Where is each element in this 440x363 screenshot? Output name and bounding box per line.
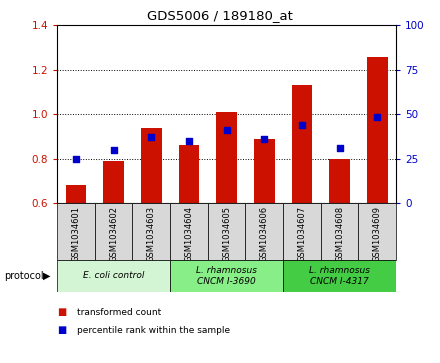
Text: ■: ■ bbox=[57, 325, 66, 335]
Bar bbox=[66, 185, 86, 203]
Text: GSM1034608: GSM1034608 bbox=[335, 206, 344, 262]
Text: ▶: ▶ bbox=[43, 271, 51, 281]
Bar bbox=[103, 161, 124, 203]
Bar bbox=[358, 203, 396, 260]
Text: E. coli control: E. coli control bbox=[83, 272, 144, 280]
Bar bbox=[329, 159, 350, 203]
Point bbox=[298, 123, 305, 129]
Point bbox=[336, 145, 343, 151]
Text: GSM1034609: GSM1034609 bbox=[373, 206, 381, 262]
Bar bbox=[57, 203, 95, 260]
Text: GDS5006 / 189180_at: GDS5006 / 189180_at bbox=[147, 9, 293, 22]
Text: transformed count: transformed count bbox=[77, 308, 161, 317]
Point bbox=[110, 147, 117, 153]
Bar bbox=[254, 139, 275, 203]
Text: GSM1034605: GSM1034605 bbox=[222, 206, 231, 262]
Text: protocol: protocol bbox=[4, 271, 44, 281]
Text: percentile rank within the sample: percentile rank within the sample bbox=[77, 326, 230, 335]
Text: GSM1034601: GSM1034601 bbox=[72, 206, 81, 262]
Text: GSM1034602: GSM1034602 bbox=[109, 206, 118, 262]
Bar bbox=[170, 203, 208, 260]
Bar bbox=[283, 260, 396, 292]
Point bbox=[148, 134, 155, 139]
Point bbox=[73, 156, 80, 162]
Bar bbox=[95, 203, 132, 260]
Text: GSM1034606: GSM1034606 bbox=[260, 206, 269, 262]
Bar bbox=[57, 260, 170, 292]
Point bbox=[261, 136, 268, 142]
Text: L. rhamnosus
CNCM I-4317: L. rhamnosus CNCM I-4317 bbox=[309, 266, 370, 286]
Text: GSM1034603: GSM1034603 bbox=[147, 206, 156, 262]
Text: L. rhamnosus
CNCM I-3690: L. rhamnosus CNCM I-3690 bbox=[196, 266, 257, 286]
Bar bbox=[246, 203, 283, 260]
Point bbox=[374, 114, 381, 119]
Text: ■: ■ bbox=[57, 307, 66, 317]
Bar bbox=[170, 260, 283, 292]
Bar bbox=[208, 203, 246, 260]
Text: GSM1034604: GSM1034604 bbox=[184, 206, 194, 262]
Bar bbox=[216, 112, 237, 203]
Bar bbox=[179, 146, 199, 203]
Bar bbox=[283, 203, 321, 260]
Bar bbox=[292, 85, 312, 203]
Point bbox=[185, 138, 192, 144]
Point bbox=[223, 127, 230, 133]
Bar bbox=[132, 203, 170, 260]
Bar bbox=[141, 128, 161, 203]
Bar bbox=[321, 203, 358, 260]
Text: GSM1034607: GSM1034607 bbox=[297, 206, 306, 262]
Bar bbox=[367, 57, 388, 203]
